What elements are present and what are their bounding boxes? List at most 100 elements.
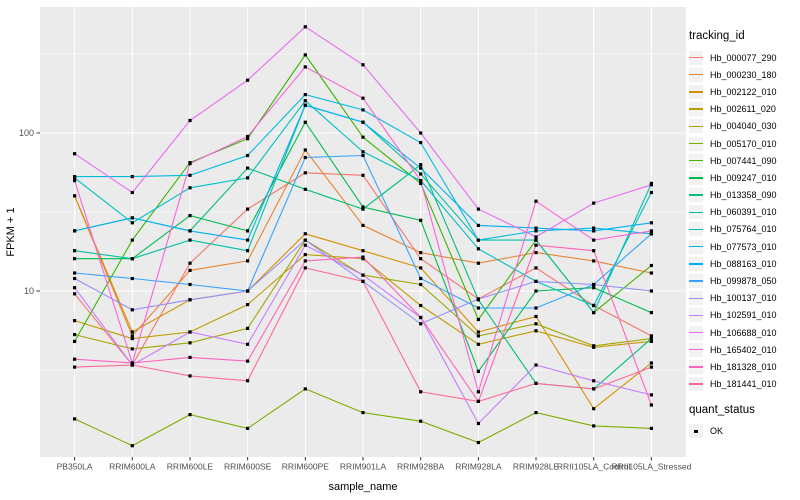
data-point [419,131,423,135]
data-point [246,137,250,141]
data-point [246,176,250,180]
legend-line-swatch [689,297,703,299]
data-point [534,251,538,255]
legend-label: Hb_181328_010 [710,361,777,372]
legend-label: Hb_077573_010 [710,241,777,252]
data-point [303,259,307,263]
x-tick-label: RRIM600LA [109,462,156,472]
legend-line-swatch [689,314,703,317]
data-point [476,306,480,310]
legend-item: Hb_005170_010 [689,135,799,152]
data-point [649,393,653,397]
data-point [361,96,365,100]
data-point [534,199,538,203]
legend-item: Hb_007441_090 [689,152,799,169]
legend-point-swatch [694,429,698,434]
legend-label: Hb_004040_030 [710,121,777,132]
axis-ticks [36,132,652,461]
data-point [534,322,538,326]
data-point [361,135,365,139]
legend-key [689,239,703,254]
data-point [649,361,653,365]
data-point [649,271,653,275]
data-point [649,403,653,407]
data-point [534,238,538,242]
data-point [303,99,307,103]
data-point [476,390,480,394]
y-axis-title: FPKM + 1 [5,207,17,257]
data-point [592,282,596,287]
data-point [476,342,480,346]
data-point [73,152,77,156]
legend-item: Hb_102591_010 [689,307,799,324]
data-point [188,173,192,177]
data-point [592,424,596,428]
data-point [534,381,538,385]
data-point [188,238,192,242]
data-point [188,355,192,359]
data-point [130,330,134,334]
legend-key [689,67,703,82]
legend-key [689,274,703,289]
data-point [73,249,77,253]
data-point [534,329,538,333]
data-point [419,163,423,167]
legend-label: Hb_088163_010 [710,258,777,269]
data-point [246,289,250,293]
data-point [73,229,77,233]
data-point [419,172,423,176]
x-tick-label: RRIM928LE [513,462,560,472]
data-point [361,223,365,227]
legend-label: Hb_002122_010 [710,86,777,97]
data-point [188,341,192,345]
legend-item: Hb_181441_010 [689,376,799,393]
data-point [73,333,77,337]
data-point [130,337,134,341]
data-point [246,303,250,307]
data-point [130,190,134,195]
data-point [130,347,134,351]
data-point [419,315,423,320]
data-point [73,257,77,261]
data-point [73,319,77,323]
data-point [476,421,480,426]
legend-key [689,342,703,357]
data-point [361,411,365,415]
data-point [188,282,192,287]
legend-label: Hb_007441_090 [710,155,777,166]
data-point [73,292,77,296]
data-point [534,279,538,283]
data-point [592,387,596,391]
data-point [73,276,77,281]
data-point [130,334,134,338]
data-point [188,261,192,265]
data-point [419,141,423,145]
data-point [303,53,307,57]
data-point [649,365,653,369]
legend-item: Hb_106688_010 [689,324,799,341]
data-point [476,440,480,445]
data-point [534,229,538,233]
data-point [361,205,365,209]
data-point [188,118,192,123]
data-point [361,279,365,283]
data-point [649,337,653,341]
legend-item: Hb_002122_010 [689,83,799,100]
data-point [303,120,307,124]
data-point [592,226,596,230]
legend-key [689,377,703,392]
legend-item: Hb_165402_010 [689,341,799,358]
legend-key [689,153,703,168]
legend-item: Hb_099878_050 [689,272,799,289]
data-point [130,363,134,367]
data-point [73,365,77,369]
legend-line-swatch [689,366,703,368]
legend-key [689,222,703,237]
legend-item: Hb_181328_010 [689,358,799,375]
legend-item: Hb_060391_010 [689,204,799,221]
data-point [649,263,653,268]
legend-items-quant: OK [689,423,799,440]
legend-key [689,102,703,117]
data-point [303,232,307,236]
